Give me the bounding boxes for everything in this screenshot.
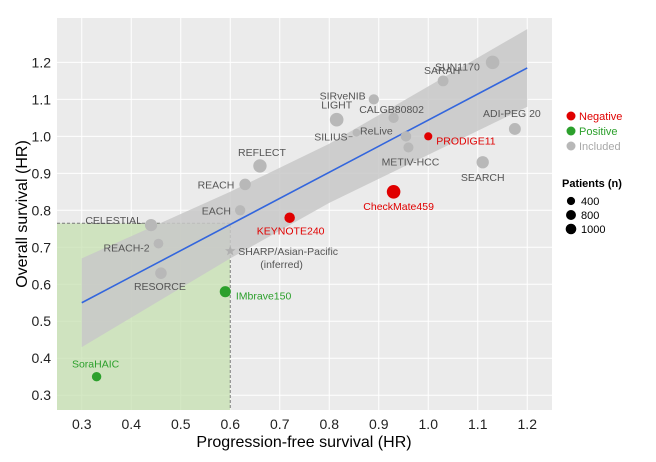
- data-label: EACH: [202, 205, 231, 217]
- data-label: SARAH: [424, 65, 460, 77]
- data-point: [386, 185, 401, 199]
- data-point: [239, 178, 251, 191]
- size-legend-swatch: [566, 210, 576, 220]
- data-point: [368, 94, 379, 105]
- data-label: REFLECT: [238, 147, 286, 159]
- data-label: KEYNOTE240: [257, 226, 325, 238]
- x-tick-label: 0.5: [171, 416, 191, 432]
- data-label: SUN1170: [435, 61, 480, 73]
- data-label: CALGB80802: [359, 104, 424, 116]
- x-axis-ticks: 0.3 0.4 0.5 0.6 0.7 0.8 0.9 1.0 1.1 1.2: [72, 416, 537, 432]
- x-tick-label: 0.9: [369, 416, 389, 432]
- confidence-band-group: [81, 29, 528, 348]
- y-tick-label: 0.7: [32, 239, 52, 255]
- y-tick-label: 1.1: [32, 91, 52, 107]
- confidence-band: [81, 29, 528, 348]
- y-tick-label: 0.9: [32, 165, 52, 181]
- data-point: [91, 372, 102, 382]
- data-point: [155, 267, 167, 279]
- data-point: [400, 131, 412, 142]
- data-point: [219, 286, 231, 298]
- y-tick-label: 0.6: [32, 276, 52, 292]
- x-axis-title: Progression-free survival (HR): [196, 434, 411, 451]
- data-point: [424, 132, 433, 141]
- y-tick-label: 1.2: [32, 54, 52, 70]
- data-label: SoraHAIC: [72, 359, 120, 371]
- x-tick-label: 0.6: [221, 416, 241, 432]
- legend: Negative Positive Included Patients (n) 400 8…: [562, 111, 622, 236]
- legend-label: Positive: [579, 126, 618, 138]
- data-point: [329, 112, 344, 127]
- data-label: SILIUS: [314, 132, 347, 144]
- x-tick-label: 0.3: [72, 416, 92, 432]
- data-point: [437, 75, 449, 87]
- data-label: SIRveNIB: [320, 90, 366, 102]
- data-label: METIV-HCC: [382, 156, 440, 168]
- x-tick-label: 1.2: [518, 416, 538, 432]
- y-tick-label: 0.4: [32, 350, 52, 366]
- size-legend-label: 400: [581, 196, 599, 208]
- y-axis-title: Overall survival (HR): [14, 140, 31, 288]
- size-legend-swatch: [566, 196, 576, 206]
- data-label: REACH: [198, 179, 235, 191]
- data-label: ReLive: [360, 125, 393, 137]
- x-tick-label: 0.4: [122, 416, 142, 432]
- data-point: [352, 128, 361, 137]
- threshold-border: [57, 222, 231, 410]
- y-axis-ticks: 0.3 0.4 0.5 0.6 0.7 0.8 0.9 1.0 1.1 1.2: [32, 54, 52, 403]
- y-tick-label: 0.8: [32, 202, 52, 218]
- x-tick-label: 1.1: [468, 416, 488, 432]
- data-points: [91, 55, 521, 382]
- data-label: CheckMate459: [363, 201, 434, 213]
- legend-label: Included: [579, 141, 621, 153]
- data-point: [284, 212, 295, 223]
- x-tick-label: 0.8: [320, 416, 340, 432]
- data-label: SEARCH: [461, 172, 505, 184]
- legend-swatch: [566, 141, 576, 151]
- data-label: CELESTIAL: [85, 215, 142, 227]
- data-point: [234, 205, 246, 216]
- legend-label: Negative: [579, 111, 622, 123]
- legend-swatch: [566, 126, 576, 136]
- data-label: REACH-2: [104, 243, 150, 255]
- data-label: LIGHT: [321, 100, 353, 112]
- data-point: [153, 238, 164, 249]
- data-point: [485, 55, 500, 70]
- y-tick-label: 0.5: [32, 313, 52, 329]
- data-point: [508, 122, 521, 135]
- data-label: SHARP/Asian-Pacific (inferred): [238, 246, 338, 271]
- data-label: RESORCE: [134, 281, 186, 293]
- data-point: [403, 142, 414, 153]
- regression-line-group: [81, 67, 528, 304]
- x-tick-label: 0.7: [270, 416, 290, 432]
- data-point: [388, 112, 399, 123]
- data-label: IMbrave150: [236, 291, 292, 303]
- x-tick-label: 1.0: [419, 416, 439, 432]
- regression-line: [81, 67, 528, 304]
- legend-swatch: [566, 111, 576, 121]
- size-legend-label: 800: [581, 210, 599, 222]
- data-label: ADI-PEG 20: [483, 108, 541, 120]
- data-point: [144, 218, 158, 232]
- size-legend-label: 1000: [581, 224, 605, 236]
- y-tick-label: 1.0: [32, 128, 52, 144]
- data-point: [476, 156, 489, 169]
- data-point: [253, 159, 267, 173]
- y-tick-label: 0.3: [32, 387, 52, 403]
- size-legend-swatch: [565, 223, 577, 235]
- data-label: PRODIGE11: [436, 135, 495, 147]
- data-point-inferred: [225, 245, 236, 256]
- size-legend-title: Patients (n): [562, 178, 622, 190]
